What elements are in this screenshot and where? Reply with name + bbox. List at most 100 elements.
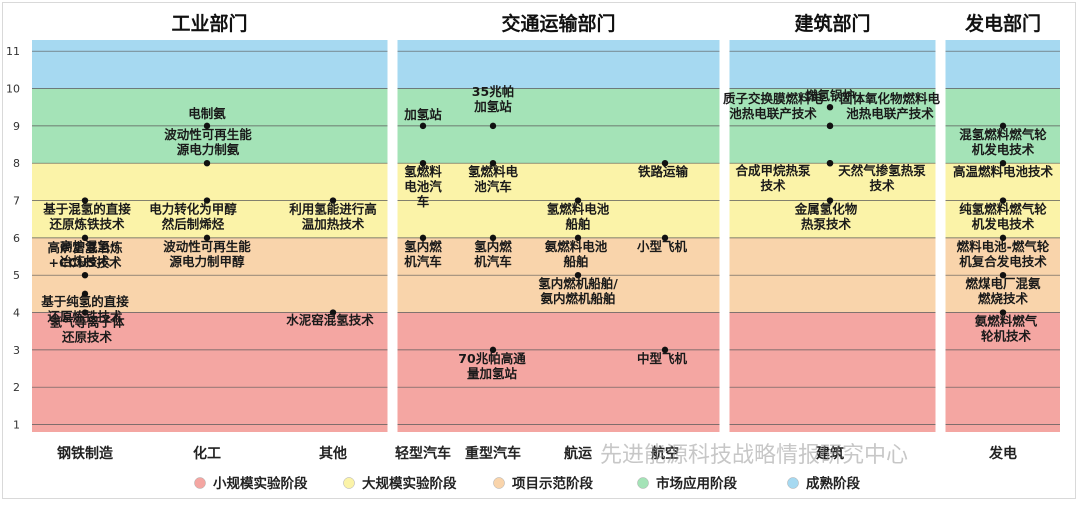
tech-label-line: 金属氢化物 <box>794 202 858 217</box>
tech-point <box>826 122 834 130</box>
sector-title: 发电部门 <box>964 12 1041 35</box>
tech-label: 金属氢化物热泵技术 <box>794 202 858 232</box>
tech-label-line: 电池汽 <box>404 179 442 194</box>
tech-label-line: 混氢燃料燃气轮 <box>959 127 1047 142</box>
sector-separators <box>387 36 946 460</box>
legend-swatch <box>194 477 206 489</box>
tech-label-line: 然后制烯烃 <box>162 217 225 232</box>
tech-point <box>999 309 1007 316</box>
tech-point <box>203 234 211 242</box>
legend-swatch <box>787 477 799 489</box>
tech-label-line: 技术 <box>760 178 786 193</box>
y-tick-label: 5 <box>13 269 20 282</box>
tech-label-line: 轮机技术 <box>981 329 1032 344</box>
tech-label-line: 船舶 <box>565 217 590 232</box>
tech-label: 高炉富氢冶炼+CCUS技术 <box>47 240 123 270</box>
tech-label-line: 船舶 <box>563 254 588 269</box>
tech-label: 氢燃料电池汽车 <box>468 164 519 194</box>
tech-label-line: 天然气掺氢热泵 <box>838 163 926 178</box>
tech-label-line: 氢气等离子体 <box>49 315 125 330</box>
tech-label: 70兆帕高通量加氢站 <box>458 351 526 381</box>
tech-label-line: 35兆帕 <box>472 84 514 99</box>
tech-point <box>574 272 582 279</box>
category-label: 重型汽车 <box>465 445 521 462</box>
tech-label-line: 机发电技术 <box>972 217 1035 232</box>
tech-label: 氢燃料电池汽车 <box>404 164 442 209</box>
tech-point <box>489 160 497 167</box>
tech-label-line: 还原炼铁技术 <box>46 309 123 324</box>
tech-label-line: 氨燃料电池 <box>545 239 608 254</box>
tech-label-line: 高炉混氢 <box>60 239 111 254</box>
tech-label-line: 量加氢站 <box>467 366 518 381</box>
tech-label-line: 铁路运输 <box>638 164 689 179</box>
tech-label-line: 基于混氢的直接 <box>42 202 131 217</box>
tech-label-line: 池热电联产技术 <box>729 106 817 121</box>
y-tick-label: 2 <box>13 381 20 394</box>
category-label: 航空 <box>651 445 679 462</box>
category-label: 化工 <box>193 445 221 462</box>
category-label: 其他 <box>319 445 347 462</box>
tech-label-line: 氢内燃 <box>474 239 512 254</box>
category-label: 建筑 <box>816 445 844 462</box>
tech-label-line: 氨燃料燃气 <box>975 314 1038 329</box>
tech-label-line: 利用氢能进行高 <box>289 202 377 217</box>
category-labels: 钢铁制造 化工 其他 轻型汽车 重型汽车 航运 航空 建筑 发电 <box>57 445 1017 462</box>
tech-point <box>419 160 427 167</box>
tech-point <box>826 104 834 111</box>
tech-label: 氢内燃机船舶/氨内燃机船舶 <box>538 276 618 306</box>
tech-point <box>574 234 582 242</box>
tech-label: 高炉混氢冶炼技术 <box>60 239 111 269</box>
tech-label-line: 小型飞机 <box>636 239 688 254</box>
tech-label-line: 波动性可再生能 <box>164 127 252 142</box>
tech-point <box>489 346 497 354</box>
y-tick-label: 6 <box>13 232 20 245</box>
tech-point <box>661 346 669 354</box>
tech-label-line: 燃料电池-燃气轮 <box>957 239 1050 254</box>
tech-label-line: 机汽车 <box>474 254 512 269</box>
legend-swatch <box>343 477 355 489</box>
tech-label: 氢内燃机汽车 <box>474 239 512 269</box>
tech-point <box>826 160 834 167</box>
tech-point <box>999 234 1007 242</box>
tech-label-line: 机发电技术 <box>972 142 1035 157</box>
tech-label: 利用氢能进行高温加热技术 <box>289 202 377 232</box>
tech-label-line: 水泥窑混氢技术 <box>286 313 374 328</box>
tech-point <box>81 197 89 204</box>
tech-label-line: 加氢站 <box>473 99 512 114</box>
tech-point <box>574 197 582 204</box>
tech-labels: 电制氨波动性可再生能源电力制氨电力转化为甲醇然后制烯烃波动性可再生能源电力制甲醇… <box>40 84 1053 381</box>
y-tick-label: 10 <box>6 83 20 96</box>
tech-label-line: 机汽车 <box>404 254 442 269</box>
tech-label-line: 机复合发电技术 <box>959 254 1047 269</box>
tech-label: 质子交换膜燃料电池热电联产技术 <box>723 91 824 121</box>
legend-label: 小规模实验阶段 <box>213 475 308 492</box>
tech-label-line: 氢内燃机船舶/ <box>538 276 618 291</box>
legend-label: 成熟阶段 <box>806 475 860 492</box>
category-label: 航运 <box>564 445 592 462</box>
tech-label: 氢燃料电池船舶 <box>547 202 610 232</box>
tech-label-line: 质子交换膜燃料电 <box>723 91 824 106</box>
tech-label-line: 氢内燃 <box>404 239 442 254</box>
tech-label: 35兆帕加氢站 <box>472 84 514 114</box>
tech-label: 合成甲烷热泵技术 <box>735 163 811 193</box>
sector-title: 建筑部门 <box>794 12 870 35</box>
y-tick-label: 8 <box>13 157 20 170</box>
legend-label: 大规模实验阶段 <box>362 475 457 492</box>
tech-label-line: 氢燃料电 <box>468 164 519 179</box>
tech-label-line: 车 <box>417 194 430 209</box>
tech-label-line: 合成甲烷热泵 <box>735 163 811 178</box>
category-label: 钢铁制造 <box>57 445 113 462</box>
tech-point <box>81 272 89 279</box>
tech-label-line: 电力转化为甲醇 <box>149 202 237 217</box>
legend-label: 市场应用阶段 <box>656 475 737 492</box>
tech-point <box>329 197 337 204</box>
tech-label: 小型飞机 <box>636 239 688 254</box>
tech-point <box>81 290 89 298</box>
tech-label-line: 温加热技术 <box>302 217 365 232</box>
tech-point <box>203 122 211 130</box>
y-tick-label: 1 <box>13 419 20 432</box>
sector-title: 工业部门 <box>171 12 247 35</box>
tech-label-line: 70兆帕高通 <box>458 351 526 366</box>
tech-label-line: 燃氢锅炉 <box>805 88 855 103</box>
